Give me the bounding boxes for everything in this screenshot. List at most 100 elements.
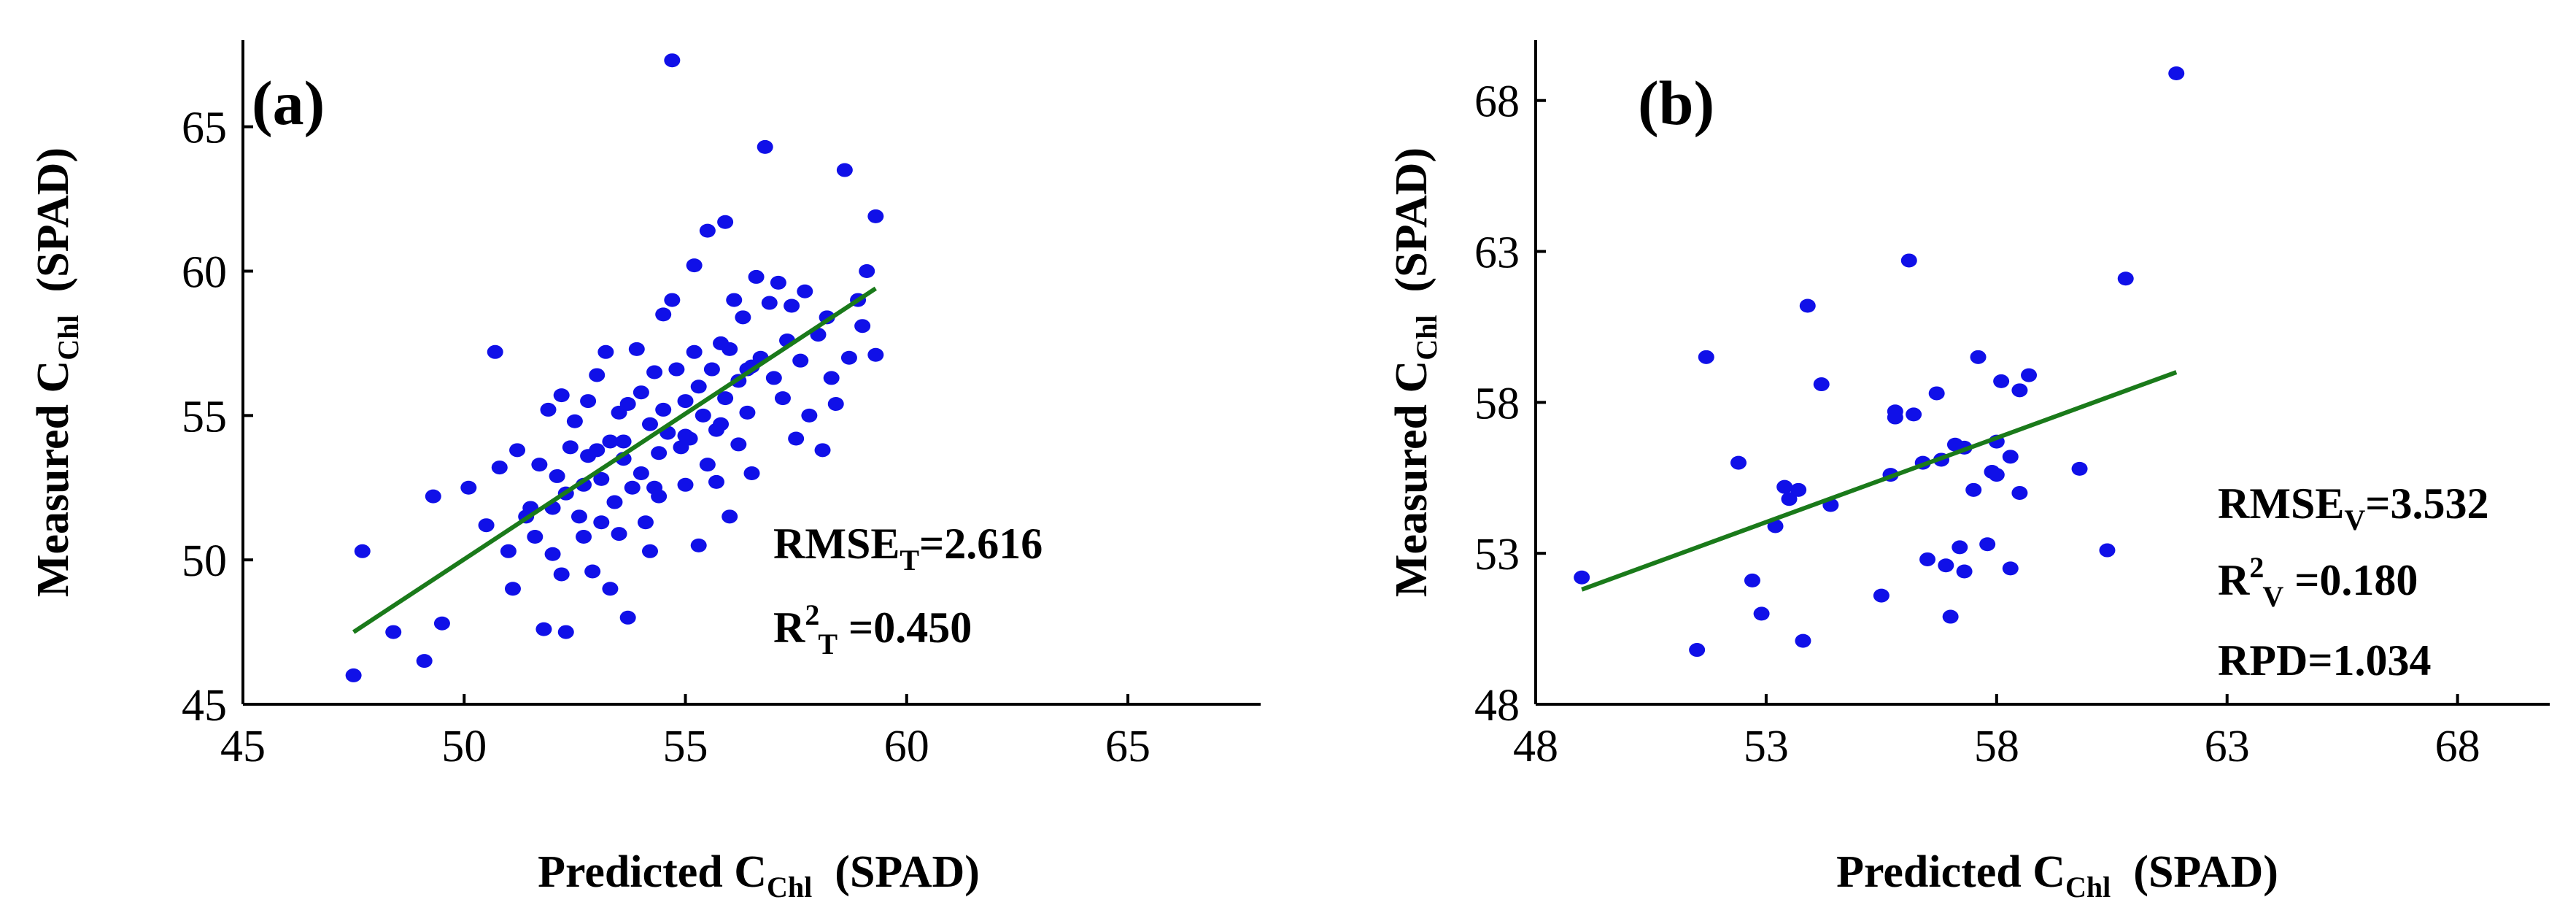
data-point xyxy=(655,307,672,322)
data-point xyxy=(708,474,724,489)
data-point xyxy=(624,480,641,495)
data-point xyxy=(1928,386,1945,401)
data-point xyxy=(699,458,716,472)
data-point xyxy=(699,223,716,238)
data-point xyxy=(619,610,636,625)
data-point xyxy=(2117,271,2134,286)
data-point xyxy=(774,391,791,406)
data-point xyxy=(1730,455,1747,470)
data-point xyxy=(1979,537,1996,552)
data-point xyxy=(535,622,552,636)
data-point xyxy=(690,379,707,394)
stat-value: =3.532 xyxy=(2365,479,2488,528)
data-point xyxy=(651,446,668,460)
data-point xyxy=(814,443,831,458)
y-tick-label: 58 xyxy=(1474,379,1520,428)
data-point xyxy=(504,582,521,596)
data-point xyxy=(664,293,681,307)
data-point xyxy=(549,469,565,483)
data-point xyxy=(1813,377,1830,392)
data-point xyxy=(735,310,751,325)
y-tick-label: 50 xyxy=(182,536,227,586)
data-point xyxy=(633,385,649,400)
data-point xyxy=(797,284,813,298)
data-point xyxy=(589,368,606,382)
data-point xyxy=(557,625,574,639)
stat-superscript: 2 xyxy=(805,598,819,631)
data-point xyxy=(1993,374,2010,388)
x-tick-label: 60 xyxy=(884,722,929,771)
stat-name: RMSE xyxy=(2218,479,2344,528)
y-axis-label: Measured CChl (SPAD) xyxy=(28,147,85,597)
data-point xyxy=(761,296,778,310)
data-point xyxy=(1919,552,1936,566)
x-tick-label: 55 xyxy=(663,722,708,771)
data-point xyxy=(1744,573,1760,587)
x-tick-label: 53 xyxy=(1744,722,1789,771)
data-point xyxy=(765,371,782,385)
stat-annotation: RMSET=2.616 xyxy=(773,520,1043,577)
y-axis-label-main: Measured C xyxy=(1387,361,1436,597)
data-point xyxy=(713,417,730,431)
y-tick-label: 63 xyxy=(1474,228,1520,278)
y-tick-label: 68 xyxy=(1474,77,1520,127)
data-point xyxy=(500,544,517,558)
data-point xyxy=(1776,479,1793,494)
data-point xyxy=(2168,66,2185,80)
data-point xyxy=(1900,253,1917,268)
data-point xyxy=(646,365,663,379)
data-point xyxy=(633,466,649,480)
data-point xyxy=(345,668,362,682)
stat-annotation: R2 T =0.450 xyxy=(773,598,972,660)
y-tick-label: 48 xyxy=(1474,681,1520,731)
data-point xyxy=(531,458,548,472)
data-point xyxy=(867,347,884,362)
data-point xyxy=(686,344,703,359)
stat-value: =0.450 xyxy=(838,604,972,652)
data-point xyxy=(677,477,694,492)
data-point xyxy=(2021,368,2038,382)
y-tick-label: 60 xyxy=(182,248,227,298)
x-axis-label-main: Predicted C xyxy=(538,847,767,897)
data-point xyxy=(1938,558,1954,573)
data-point xyxy=(642,417,658,431)
data-point xyxy=(1942,609,1959,624)
data-point xyxy=(827,397,844,412)
data-point xyxy=(784,298,800,313)
y-axis-label-unit: (SPAD) xyxy=(28,147,78,315)
data-point xyxy=(677,428,694,443)
data-point xyxy=(433,616,450,631)
x-tick-label: 58 xyxy=(1974,722,2019,771)
stat-superscript: 2 xyxy=(2249,551,2264,584)
data-point xyxy=(2011,485,2028,500)
data-point xyxy=(602,582,619,596)
data-point xyxy=(726,293,743,307)
data-point xyxy=(593,515,610,530)
stat-value: =1.034 xyxy=(2308,636,2431,685)
data-point xyxy=(801,408,818,423)
data-point xyxy=(677,394,694,409)
data-point xyxy=(668,362,685,377)
data-point xyxy=(478,518,495,533)
y-tick-label: 45 xyxy=(182,681,227,731)
data-point xyxy=(619,397,636,412)
y-axis-label: Measured CChl (SPAD) xyxy=(1387,147,1443,597)
y-tick-label: 55 xyxy=(182,392,227,442)
data-point xyxy=(615,434,632,449)
stat-annotation: RMSEV=3.532 xyxy=(2218,479,2488,536)
data-point xyxy=(867,209,884,223)
stat-name: RPD xyxy=(2218,636,2308,685)
data-point xyxy=(2011,383,2028,398)
y-axis-label-subscript: Chl xyxy=(52,315,85,361)
stat-subscript: V xyxy=(2344,504,2365,536)
data-point xyxy=(642,544,658,558)
stat-annotation: RPD=1.034 xyxy=(2218,636,2432,685)
data-point xyxy=(690,538,707,552)
data-point xyxy=(553,388,570,403)
data-point xyxy=(416,654,433,668)
data-point xyxy=(1574,570,1590,585)
data-point xyxy=(628,342,645,356)
data-point xyxy=(1952,540,1968,555)
x-axis-label-unit: (SPAD) xyxy=(812,847,980,897)
data-point xyxy=(739,405,756,420)
